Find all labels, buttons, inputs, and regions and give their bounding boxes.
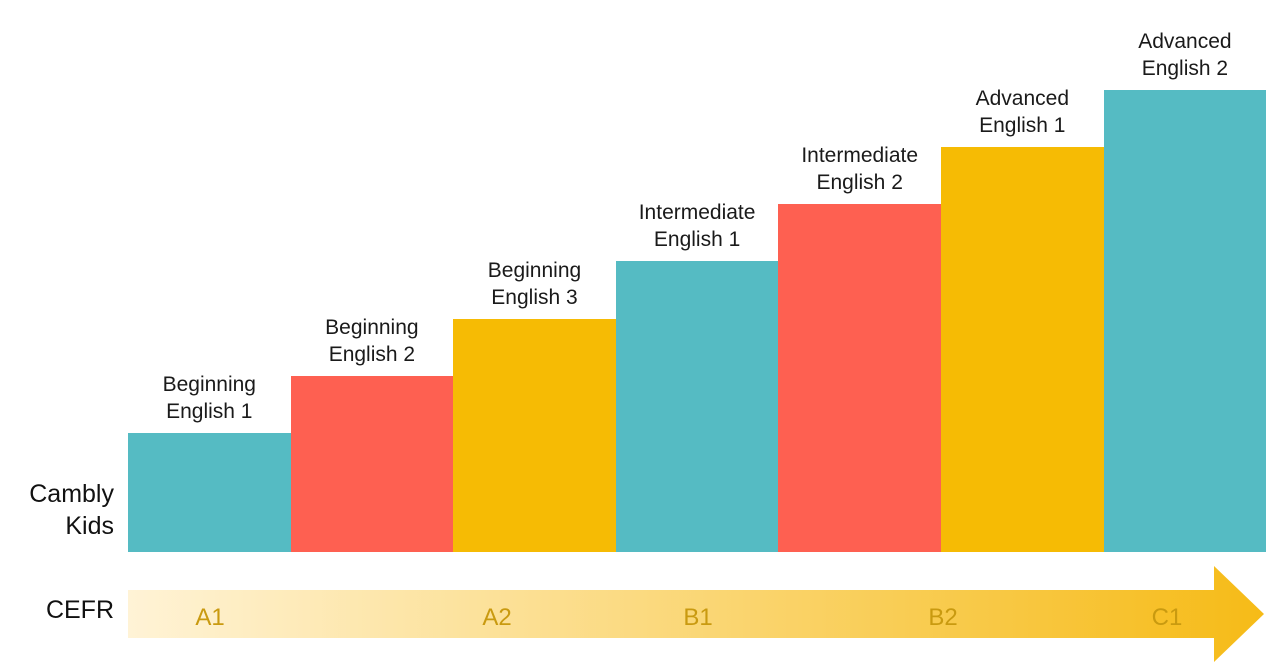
cefr-label: CEFR <box>45 596 114 624</box>
cefr-level-b2: B2 <box>928 604 958 631</box>
level-step-label-6: Advanced English 1 <box>975 87 1069 137</box>
cefr-level-a2: A2 <box>482 604 512 631</box>
level-step-2 <box>290 375 454 552</box>
level-step-5 <box>778 204 942 552</box>
level-step-label-5: Intermediate English 2 <box>801 144 919 195</box>
level-step-1 <box>128 433 292 552</box>
level-step-label-7: Advanced English 2 <box>1138 29 1232 80</box>
level-step-label-1: Beginning English 1 <box>162 373 256 423</box>
level-step-6 <box>941 147 1105 552</box>
level-step-7 <box>1103 89 1266 552</box>
level-step-3 <box>453 318 617 552</box>
level-step-label-2: Beginning English 2 <box>325 315 419 366</box>
cefr-level-a1: A1 <box>195 604 225 631</box>
level-step-label-3: Beginning English 3 <box>487 258 582 309</box>
cefr-level-b1: B1 <box>683 604 713 631</box>
cefr-level-c1: C1 <box>1151 604 1183 631</box>
level-step-label-4: Intermediate English 1 <box>638 201 756 252</box>
level-step-4 <box>615 261 779 552</box>
cambly-kids-label: Cambly Kids <box>29 480 114 540</box>
